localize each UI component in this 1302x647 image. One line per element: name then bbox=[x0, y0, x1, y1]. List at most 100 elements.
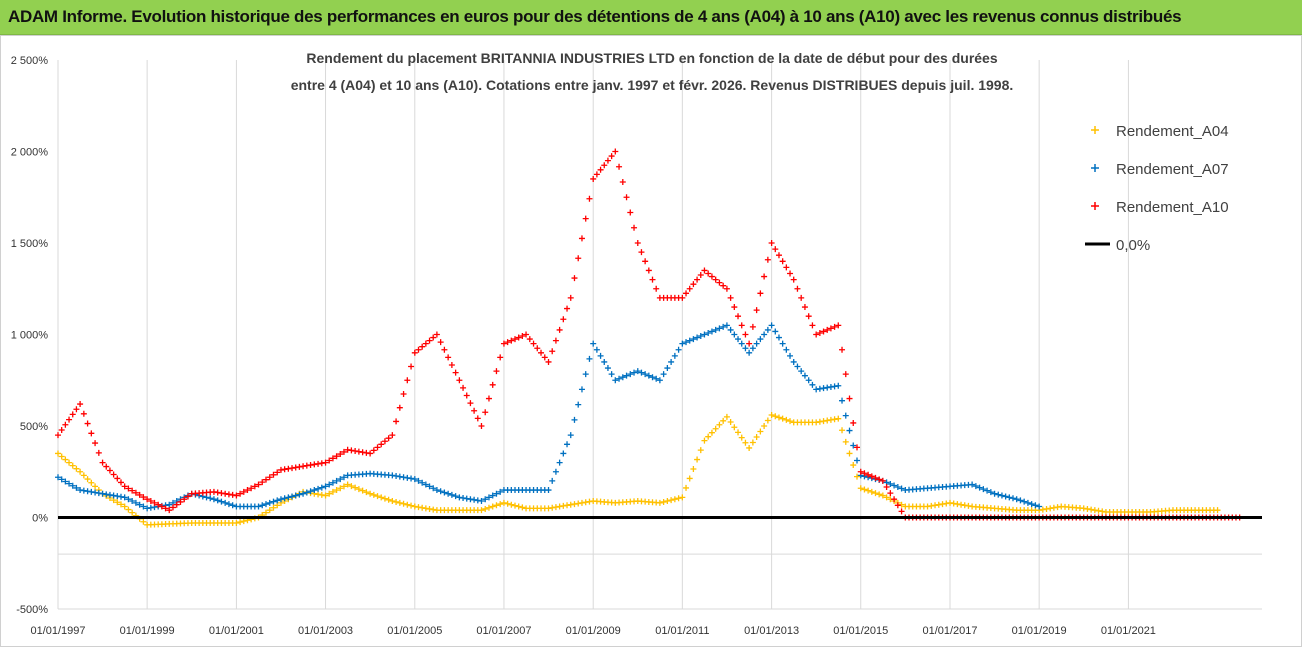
data-point bbox=[757, 336, 764, 343]
data-point bbox=[396, 499, 403, 506]
x-tick-label: 01/01/2017 bbox=[922, 625, 977, 637]
data-point bbox=[575, 255, 582, 262]
data-point bbox=[144, 496, 151, 503]
data-point bbox=[894, 502, 901, 509]
data-point bbox=[831, 323, 838, 330]
data-point bbox=[415, 346, 422, 353]
data-point bbox=[485, 395, 492, 402]
data-point bbox=[140, 518, 147, 525]
data-point bbox=[686, 285, 693, 292]
data-point bbox=[344, 481, 351, 488]
data-point bbox=[656, 377, 663, 384]
data-point bbox=[538, 349, 545, 356]
data-point bbox=[166, 507, 173, 514]
data-point bbox=[445, 354, 452, 361]
data-point bbox=[385, 435, 392, 442]
data-point bbox=[315, 485, 322, 492]
data-point bbox=[389, 498, 396, 505]
data-point bbox=[207, 495, 214, 502]
data-point bbox=[511, 336, 518, 343]
data-point bbox=[419, 479, 426, 486]
data-point bbox=[612, 148, 619, 155]
data-point bbox=[322, 459, 329, 466]
data-point bbox=[433, 487, 440, 494]
data-point bbox=[556, 326, 563, 333]
data-point bbox=[775, 414, 782, 421]
data-point bbox=[448, 362, 455, 368]
data-point bbox=[805, 377, 812, 384]
data-point bbox=[125, 506, 132, 513]
data-point bbox=[668, 497, 675, 504]
data-point bbox=[493, 368, 500, 375]
data-point bbox=[634, 240, 641, 246]
data-point bbox=[340, 474, 347, 481]
data-point bbox=[898, 508, 905, 515]
data-point bbox=[363, 489, 370, 496]
data-point bbox=[292, 492, 299, 499]
data-point bbox=[987, 489, 994, 496]
data-point bbox=[969, 481, 976, 488]
data-point bbox=[898, 485, 905, 492]
data-point bbox=[437, 339, 444, 346]
data-point bbox=[92, 483, 99, 490]
data-point bbox=[749, 323, 756, 330]
data-point bbox=[433, 331, 440, 338]
data-point bbox=[318, 484, 325, 491]
data-point bbox=[683, 290, 690, 297]
data-point bbox=[426, 483, 433, 490]
data-point bbox=[604, 157, 611, 164]
data-point bbox=[656, 499, 663, 506]
data-point bbox=[883, 494, 890, 501]
data-point bbox=[296, 491, 303, 498]
data-point bbox=[787, 418, 794, 425]
data-point bbox=[705, 270, 712, 277]
data-point bbox=[84, 420, 91, 427]
data-point bbox=[92, 440, 99, 447]
legend-label: 0,0% bbox=[1116, 237, 1150, 254]
data-point bbox=[593, 346, 600, 353]
data-point bbox=[411, 349, 418, 356]
data-point bbox=[55, 474, 61, 481]
data-point bbox=[757, 428, 764, 435]
data-point bbox=[694, 456, 701, 463]
data-point bbox=[972, 483, 979, 490]
data-point bbox=[590, 175, 597, 182]
legend-label: Rendement_A07 bbox=[1116, 161, 1229, 178]
data-point bbox=[716, 325, 723, 332]
data-point bbox=[619, 374, 626, 381]
data-point bbox=[270, 504, 277, 511]
data-point bbox=[653, 375, 660, 382]
data-point bbox=[114, 499, 121, 506]
data-point bbox=[876, 491, 883, 498]
data-point bbox=[266, 499, 273, 506]
data-point bbox=[408, 363, 415, 370]
data-point bbox=[110, 471, 117, 478]
data-point bbox=[337, 485, 344, 492]
data-point bbox=[441, 346, 448, 353]
data-point bbox=[697, 272, 704, 279]
data-point bbox=[333, 453, 340, 460]
data-point bbox=[731, 424, 738, 431]
data-point bbox=[723, 285, 730, 292]
data-point bbox=[106, 467, 113, 474]
data-point bbox=[775, 334, 782, 341]
data-point bbox=[140, 494, 147, 501]
data-point bbox=[1028, 501, 1035, 508]
data-point bbox=[772, 413, 779, 420]
data-point bbox=[794, 285, 801, 292]
data-point bbox=[683, 339, 690, 346]
data-point bbox=[749, 345, 756, 352]
chart-marks bbox=[55, 148, 1262, 528]
data-point bbox=[367, 450, 374, 457]
data-point bbox=[99, 459, 106, 466]
data-point bbox=[352, 484, 359, 491]
data-point bbox=[738, 434, 745, 441]
data-point bbox=[746, 340, 753, 347]
x-tick-label: 01/01/2007 bbox=[476, 625, 531, 637]
data-point bbox=[742, 439, 749, 446]
data-point bbox=[556, 459, 563, 466]
data-point bbox=[251, 483, 258, 490]
data-point bbox=[497, 488, 504, 495]
data-point bbox=[95, 449, 102, 456]
data-point bbox=[839, 397, 846, 404]
